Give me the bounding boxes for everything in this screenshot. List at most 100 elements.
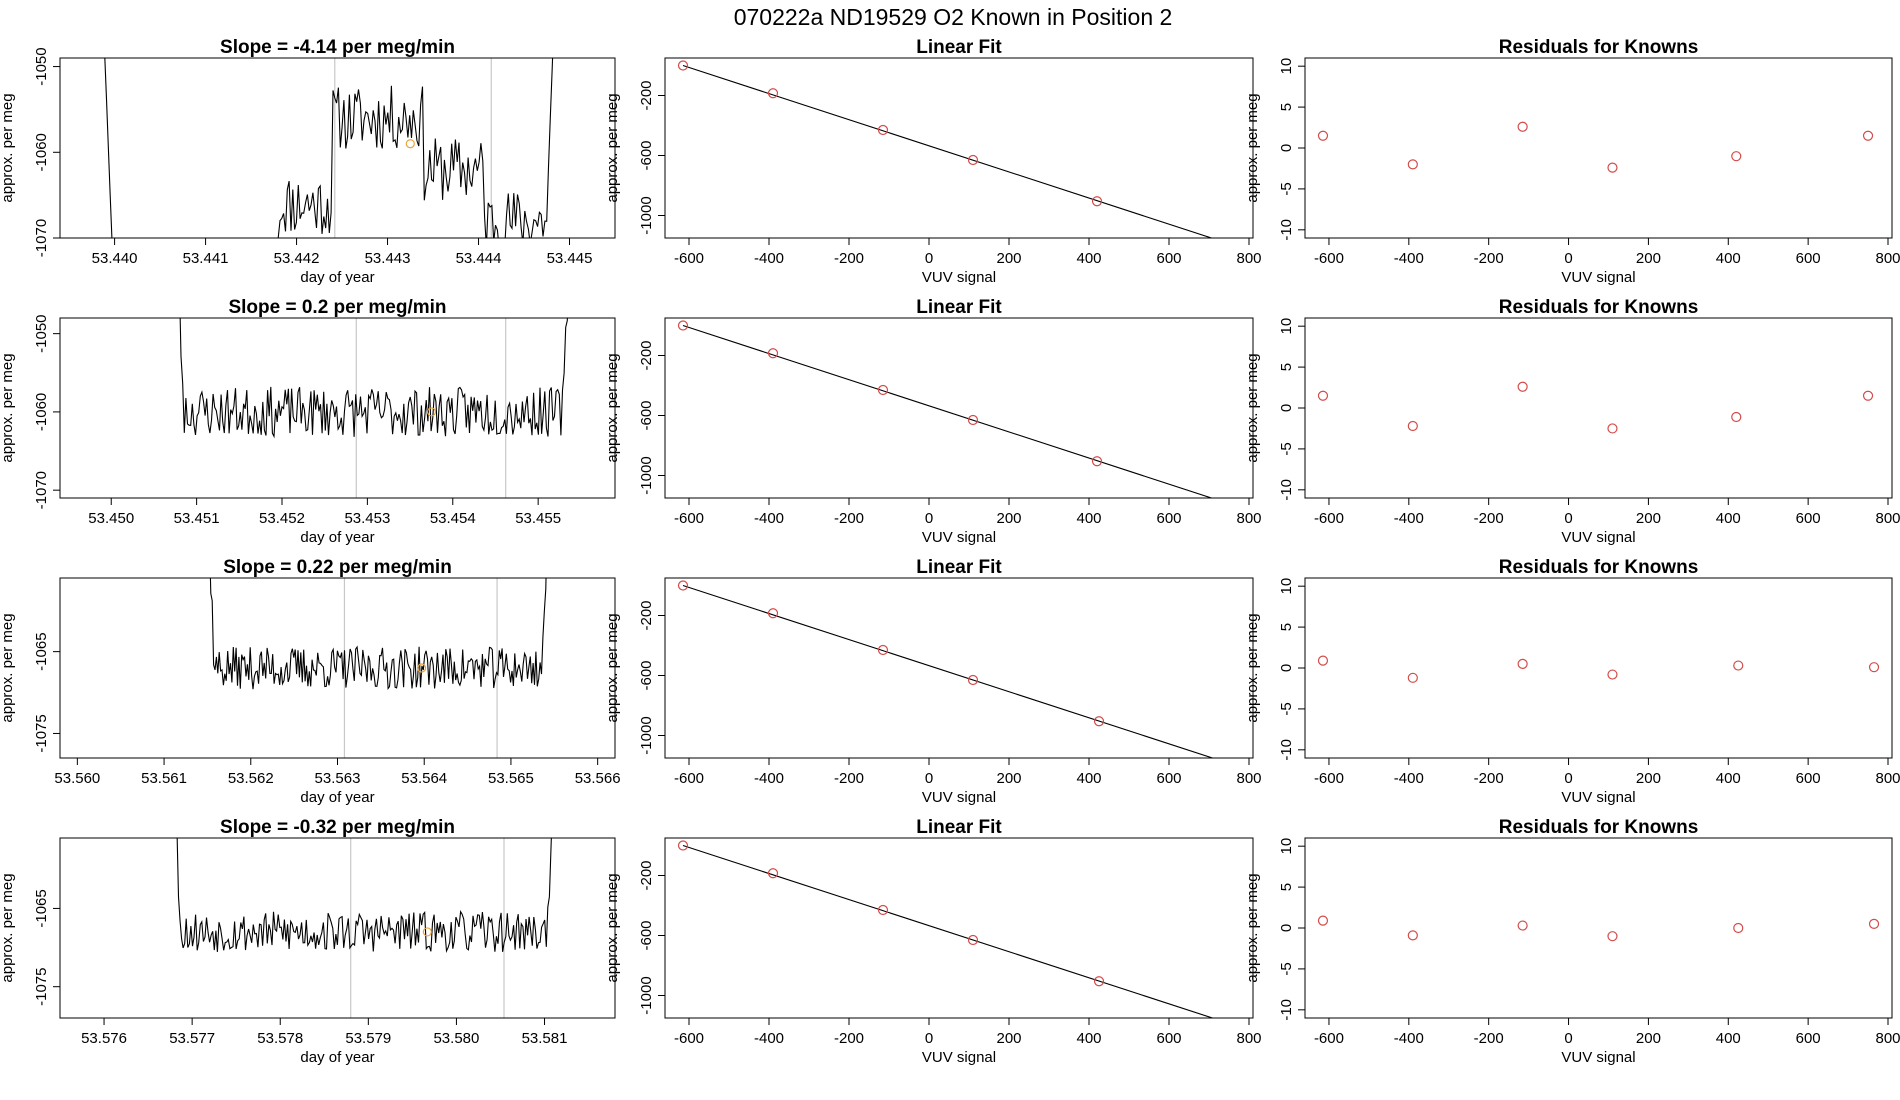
x-tick-label: 600	[1156, 250, 1181, 267]
x-tick-label: 0	[925, 250, 933, 267]
y-tick-label: -1050	[33, 47, 50, 85]
y-tick-label: -1070	[33, 219, 50, 257]
y-tick-label: -200	[638, 80, 655, 110]
series-line	[176, 838, 552, 953]
x-tick-label: 200	[996, 250, 1021, 267]
data-point	[1607, 162, 1618, 173]
y-tick-label: -600	[638, 400, 655, 430]
y-axis-label: approx. per meg	[604, 873, 621, 982]
plot-area	[677, 320, 1234, 509]
x-tick-label: 53.444	[456, 250, 502, 267]
plot-area	[209, 578, 547, 758]
x-tick-label: 53.578	[257, 1030, 303, 1047]
y-axis-label: approx. per meg	[0, 353, 16, 462]
plot-frame	[664, 57, 1254, 239]
data-point	[1517, 121, 1528, 132]
y-tick-label: -600	[638, 140, 655, 170]
data-point	[1407, 420, 1418, 432]
data-point	[767, 348, 779, 359]
x-tick-label: 53.565	[488, 770, 534, 787]
plot-area	[176, 838, 552, 1018]
x-tick-label: 800	[1236, 510, 1261, 527]
data-point	[877, 124, 889, 136]
y-tick-label: -1060	[33, 393, 50, 431]
x-tick-label: 800	[1236, 250, 1261, 267]
data-point	[877, 384, 889, 396]
plot-frame	[664, 317, 1254, 499]
x-tick-label: 600	[1796, 250, 1821, 267]
x-tick-label: 200	[1636, 510, 1661, 527]
data-point	[1093, 716, 1105, 727]
x-tick-label: 800	[1875, 770, 1900, 787]
x-tick-label: -600	[674, 250, 704, 267]
panel-residuals-0: Residuals for Knowns VUV signal approx. pe…	[1244, 37, 1900, 286]
data-point	[1093, 976, 1105, 987]
y-axis-label: approx. per meg	[604, 93, 621, 202]
panel-residuals-3: Residuals for Knowns VUV signal approx. pe…	[1244, 817, 1900, 1066]
data-point	[1517, 920, 1528, 931]
y-tick-label: -200	[638, 600, 655, 630]
data-point	[1317, 915, 1329, 926]
y-tick-label: 0	[1278, 404, 1295, 412]
data-point	[1231, 761, 1240, 770]
chart-title: Residuals for Knowns	[1499, 557, 1699, 578]
x-tick-label: 400	[1076, 770, 1101, 787]
fit-line	[682, 844, 1215, 1018]
x-tick-label: -600	[1314, 770, 1344, 787]
x-tick-label: 200	[996, 1030, 1021, 1047]
x-tick-label: 53.450	[88, 510, 134, 527]
x-tick-label: 53.581	[522, 1030, 568, 1047]
series-line	[179, 318, 568, 439]
data-point	[767, 88, 779, 99]
x-tick-label: -400	[754, 510, 784, 527]
x-tick-label: -200	[834, 1030, 864, 1047]
y-axis-label: approx. per meg	[1244, 93, 1261, 202]
data-point	[1733, 660, 1744, 671]
plot-area	[179, 318, 568, 498]
x-tick-label: 600	[1796, 510, 1821, 527]
figure-title: 070222a ND19529 O2 Known in Position 2	[734, 4, 1173, 30]
x-tick-label: 600	[1796, 770, 1821, 787]
y-tick-label: -10	[1278, 999, 1295, 1021]
x-tick-label: 800	[1875, 250, 1900, 267]
y-axis-label: approx. per meg	[1244, 353, 1261, 462]
data-point	[877, 644, 889, 656]
plot-area	[1317, 121, 1874, 173]
y-axis-label: approx. per meg	[0, 613, 16, 722]
y-tick-label: -1065	[33, 889, 50, 927]
plot-area	[677, 60, 1234, 249]
data-point	[1862, 130, 1874, 141]
x-tick-label: 800	[1236, 1030, 1261, 1047]
data-point	[1225, 500, 1234, 509]
plot-frame	[1304, 577, 1893, 759]
plot-frame	[59, 317, 616, 499]
series-line	[104, 58, 554, 238]
plot-frame	[1304, 317, 1893, 499]
x-tick-label: 800	[1875, 1030, 1900, 1047]
chart-title: Residuals for Knowns	[1499, 297, 1699, 318]
y-axis-label: approx. per meg	[1244, 613, 1261, 722]
plot-area	[1317, 655, 1880, 683]
x-tick-label: -200	[834, 510, 864, 527]
data-point	[426, 407, 437, 417]
x-tick-label: 53.577	[169, 1030, 215, 1047]
x-tick-label: 53.561	[141, 770, 187, 787]
fit-line	[682, 64, 1214, 238]
data-point	[877, 904, 889, 916]
chart-title: Slope = 0.22 per meg/min	[223, 557, 452, 578]
x-tick-label: 53.452	[259, 510, 305, 527]
data-point	[1225, 240, 1234, 249]
x-tick-label: -200	[1474, 510, 1504, 527]
y-tick-label: 5	[1278, 363, 1295, 371]
data-point	[967, 934, 979, 946]
data-point	[677, 840, 689, 851]
plot-area	[1317, 381, 1874, 434]
x-tick-label: 400	[1716, 1030, 1741, 1047]
data-point	[1317, 655, 1329, 666]
x-tick-label: -200	[1474, 770, 1504, 787]
x-tick-label: 600	[1156, 1030, 1181, 1047]
chart-title: Linear Fit	[916, 37, 1002, 58]
panel-linear-fit-3: Linear Fit VUV signal approx. per meg -600 -…	[604, 817, 1262, 1066]
x-tick-label: -400	[754, 1030, 784, 1047]
x-tick-label: 53.451	[174, 510, 220, 527]
